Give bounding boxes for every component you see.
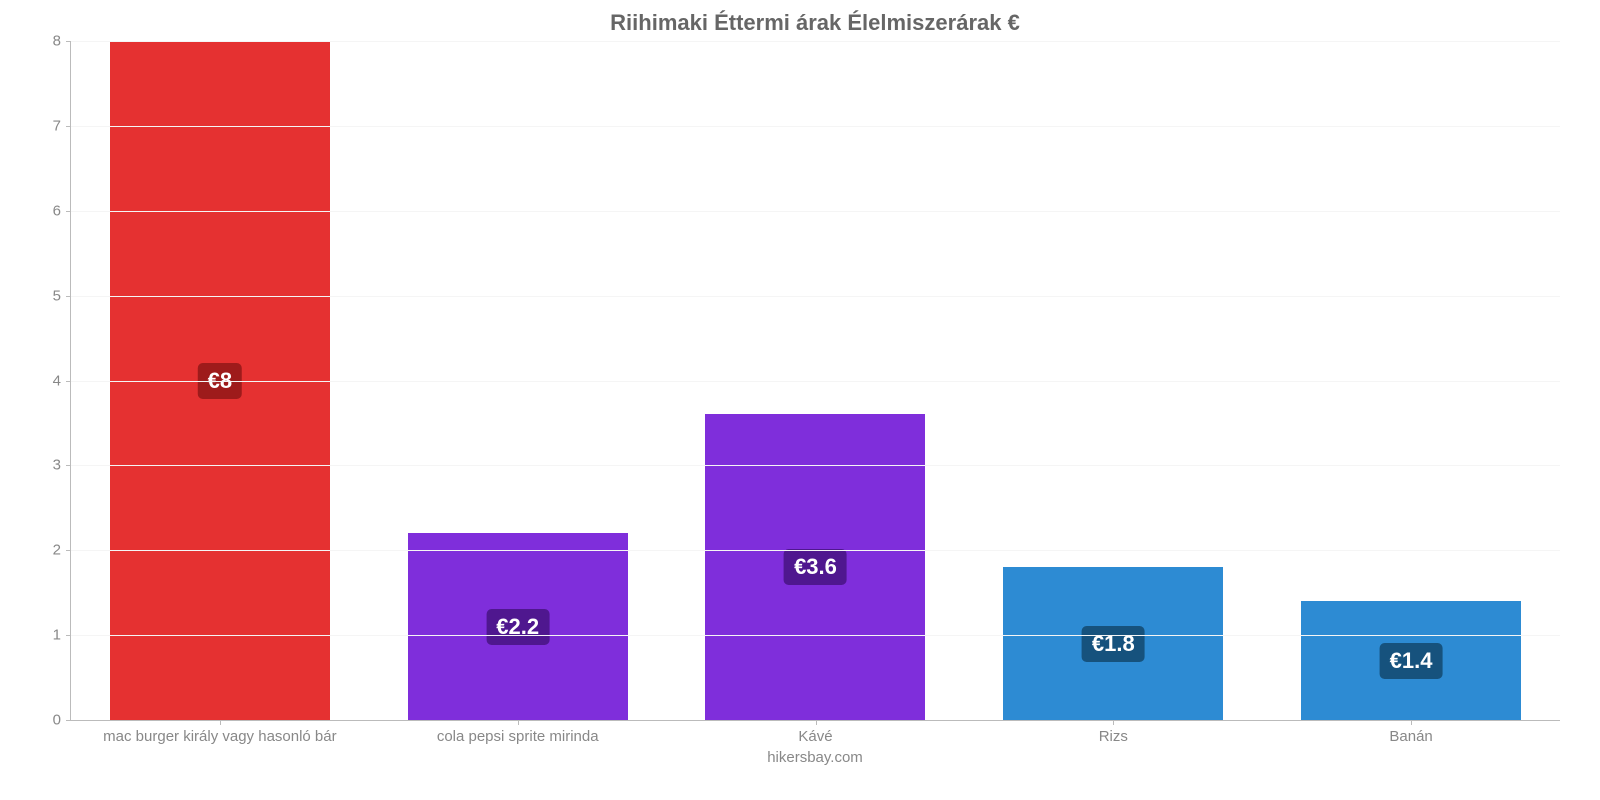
- bar-value-label: €1.4: [1380, 643, 1443, 679]
- grid-line: [71, 211, 1560, 212]
- x-tick: [518, 720, 519, 725]
- y-axis-label: 0: [53, 712, 71, 729]
- x-tick: [1411, 720, 1412, 725]
- grid-line: [71, 126, 1560, 127]
- y-axis-label: 7: [53, 117, 71, 134]
- x-axis-label: Rizs: [964, 728, 1262, 745]
- grid-line: [71, 465, 1560, 466]
- y-axis-label: 5: [53, 287, 71, 304]
- grid-line: [71, 41, 1560, 42]
- bar: €1.8: [1003, 567, 1223, 720]
- x-tick: [816, 720, 817, 725]
- chart-footer: hikersbay.com: [70, 749, 1560, 766]
- bar: €1.4: [1301, 601, 1521, 720]
- bar-value-label: €3.6: [784, 549, 847, 585]
- y-axis-label: 3: [53, 457, 71, 474]
- x-axis-label: mac burger király vagy hasonló bár: [71, 728, 369, 745]
- grid-line: [71, 635, 1560, 636]
- plot-area: €8€2.2€3.6€1.8€1.4 mac burger király vag…: [70, 41, 1560, 721]
- chart-title: Riihimaki Éttermi árak Élelmiszerárak €: [70, 10, 1560, 36]
- x-tick: [220, 720, 221, 725]
- y-axis-label: 4: [53, 372, 71, 389]
- x-axis-label: cola pepsi sprite mirinda: [369, 728, 667, 745]
- y-axis-label: 2: [53, 542, 71, 559]
- y-axis-label: 1: [53, 627, 71, 644]
- x-tick: [1113, 720, 1114, 725]
- x-axis-label: Banán: [1262, 728, 1560, 745]
- bar-value-label: €2.2: [486, 609, 549, 645]
- chart-container: Riihimaki Éttermi árak Élelmiszerárak € …: [0, 0, 1600, 800]
- y-axis-label: 6: [53, 202, 71, 219]
- grid-line: [71, 550, 1560, 551]
- grid-line: [71, 381, 1560, 382]
- bar-value-label: €1.8: [1082, 626, 1145, 662]
- x-axis-labels: mac burger király vagy hasonló bárcola p…: [71, 728, 1560, 745]
- bar: €3.6: [705, 414, 925, 720]
- grid-line: [71, 296, 1560, 297]
- bar: €2.2: [408, 533, 628, 720]
- y-axis-label: 8: [53, 33, 71, 50]
- x-axis-label: Kávé: [667, 728, 965, 745]
